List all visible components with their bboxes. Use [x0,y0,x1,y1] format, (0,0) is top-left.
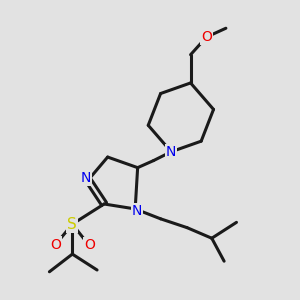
Text: O: O [50,238,61,252]
Text: N: N [80,171,91,185]
Text: N: N [132,204,142,218]
Text: O: O [201,30,212,44]
Text: O: O [84,238,95,252]
Text: N: N [166,145,176,159]
Text: S: S [68,217,77,232]
